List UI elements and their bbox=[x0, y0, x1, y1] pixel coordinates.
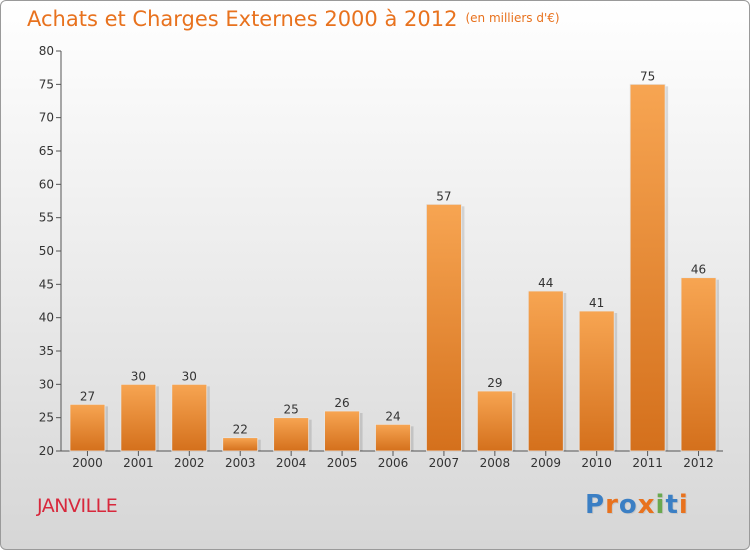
y-tick-label: 20 bbox=[39, 444, 54, 458]
logo-letter: i bbox=[655, 490, 666, 520]
bar bbox=[324, 410, 360, 452]
x-tick-label: 2006 bbox=[378, 456, 409, 470]
bar bbox=[680, 277, 717, 452]
bar-value-label: 57 bbox=[436, 189, 451, 203]
bar bbox=[171, 383, 208, 452]
x-tick-label: 2010 bbox=[581, 456, 612, 470]
logo-letter: x bbox=[637, 490, 656, 520]
bar-value-label: 24 bbox=[385, 409, 400, 423]
chart-title-text: Achats et Charges Externes 2000 à 2012 bbox=[27, 7, 458, 31]
y-tick-label: 25 bbox=[39, 411, 54, 425]
bar bbox=[375, 423, 411, 452]
bar-value-label: 75 bbox=[640, 69, 655, 83]
bar-value-label: 30 bbox=[131, 369, 146, 383]
logo-letter: P bbox=[585, 490, 606, 520]
bar-value-label: 30 bbox=[182, 369, 197, 383]
bar bbox=[69, 403, 106, 452]
x-tick-label: 2007 bbox=[429, 456, 460, 470]
proxiti-logo: Proxiti bbox=[585, 490, 689, 520]
y-tick-label: 40 bbox=[39, 311, 54, 325]
bar bbox=[120, 383, 157, 452]
x-tick-label: 2009 bbox=[530, 456, 561, 470]
x-tick-label: 2000 bbox=[72, 456, 103, 470]
logo-letter: o bbox=[618, 490, 638, 520]
logo-letter: i bbox=[678, 490, 689, 520]
bar-value-label: 25 bbox=[284, 403, 299, 417]
x-tick-label: 2011 bbox=[632, 456, 663, 470]
y-tick-label: 30 bbox=[39, 377, 54, 391]
bar-value-label: 41 bbox=[589, 296, 604, 310]
x-tick-label: 2002 bbox=[174, 456, 205, 470]
bar bbox=[273, 417, 310, 452]
y-tick-label: 60 bbox=[39, 177, 54, 191]
y-tick-label: 65 bbox=[39, 144, 54, 158]
bar bbox=[578, 310, 615, 452]
y-tick-label: 45 bbox=[39, 277, 54, 291]
x-tick-label: 2003 bbox=[225, 456, 256, 470]
chart-subtitle: (en milliers d'€) bbox=[465, 11, 560, 25]
logo-letter: t bbox=[665, 490, 679, 520]
town-name: JANVILLE bbox=[37, 495, 118, 517]
axes: 20 25 30 35 40 45 50 55 60 65 70 75 80 bbox=[39, 44, 723, 458]
bar-value-label: 44 bbox=[538, 276, 553, 290]
bar-value-label: 22 bbox=[233, 423, 248, 437]
chart-title: Achats et Charges Externes 2000 à 2012 (e… bbox=[27, 7, 560, 31]
x-tick-label: 2012 bbox=[683, 456, 714, 470]
y-tick-label: 35 bbox=[39, 344, 54, 358]
y-tick-label: 70 bbox=[39, 111, 54, 125]
bar bbox=[629, 83, 666, 452]
y-tick-label: 55 bbox=[39, 211, 54, 225]
x-tick-label: 2005 bbox=[327, 456, 358, 470]
y-tick-label: 50 bbox=[39, 244, 54, 258]
x-tick-label: 2008 bbox=[480, 456, 511, 470]
y-tick-label: 75 bbox=[39, 77, 54, 91]
bar bbox=[426, 203, 462, 452]
bar-value-label: 27 bbox=[80, 389, 95, 403]
bar bbox=[476, 390, 513, 452]
bar bbox=[222, 437, 259, 452]
logo-letter: r bbox=[605, 490, 619, 520]
bar-value-label: 29 bbox=[487, 376, 502, 390]
bars-group: 27 2000 30 2001 30 2002 22 2003 25 2004 26 2005 24 20… bbox=[69, 69, 720, 470]
bar-value-label: 46 bbox=[691, 263, 706, 277]
y-tick-label: 80 bbox=[39, 44, 54, 58]
bar-value-label: 26 bbox=[334, 396, 349, 410]
bar bbox=[527, 290, 564, 452]
x-tick-label: 2004 bbox=[276, 456, 307, 470]
x-tick-label: 2001 bbox=[123, 456, 154, 470]
